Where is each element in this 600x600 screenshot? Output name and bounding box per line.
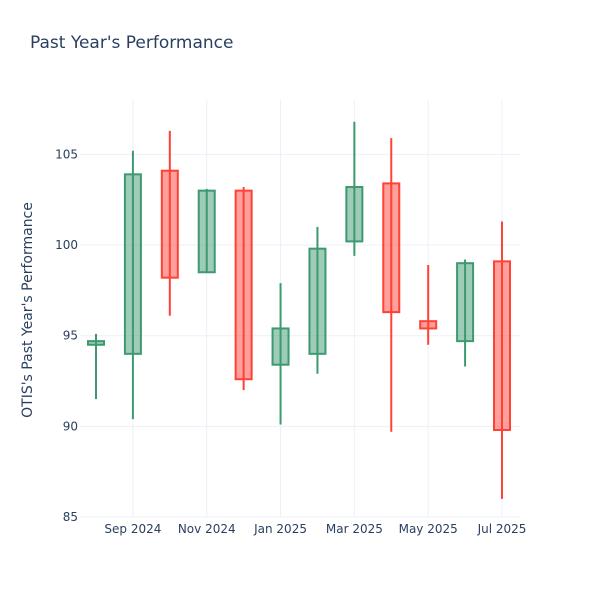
y-tick-label: 100 (55, 238, 78, 252)
candle-body (87, 340, 105, 346)
candle (234, 187, 253, 391)
candle (197, 188, 216, 274)
candle (271, 283, 290, 425)
gridlines (80, 100, 520, 518)
candle-body (456, 262, 475, 343)
candle-body (345, 186, 364, 243)
x-tick-label: Sep 2024 (104, 522, 161, 536)
candle (345, 121, 364, 256)
candle-body (308, 247, 327, 355)
candle-body (271, 327, 290, 366)
candle-body (123, 173, 142, 355)
candle (87, 333, 105, 400)
x-tick-label: May 2025 (399, 522, 458, 536)
x-tick-label: Jan 2025 (253, 522, 307, 536)
candle (419, 264, 438, 345)
candle-body (234, 189, 253, 381)
candle (160, 130, 179, 316)
candle-body (382, 182, 401, 314)
candle (456, 259, 475, 367)
candle (382, 138, 401, 432)
candle-body (419, 320, 438, 330)
y-tick-label: 105 (55, 147, 78, 161)
y-tick-label: 95 (63, 329, 78, 343)
x-tick-label: Mar 2025 (326, 522, 383, 536)
x-axis-ticks: Sep 2024 Nov 2024 Jan 2025 Mar 2025 May 2025… (104, 522, 526, 536)
y-axis-ticks: 85 90 95 100 105 (55, 147, 78, 524)
candle (123, 150, 142, 420)
candle-body (197, 189, 216, 274)
y-tick-label: 85 (63, 510, 78, 524)
candle (493, 221, 511, 499)
candles (87, 121, 511, 499)
candle (308, 226, 327, 374)
candle-body (160, 169, 179, 279)
candle-body (493, 260, 511, 431)
y-tick-label: 90 (63, 419, 78, 433)
x-tick-label: Jul 2025 (477, 522, 527, 536)
chart-title: Past Year's Performance (30, 33, 234, 53)
x-tick-label: Nov 2024 (178, 522, 236, 536)
